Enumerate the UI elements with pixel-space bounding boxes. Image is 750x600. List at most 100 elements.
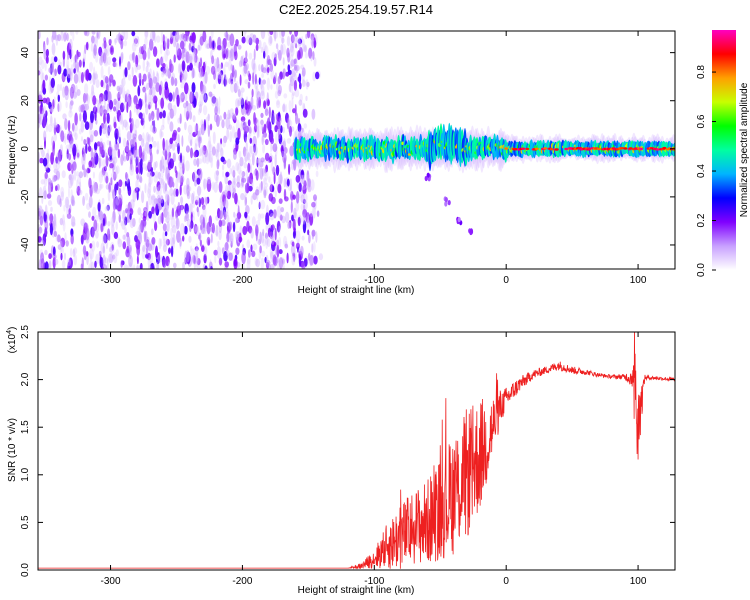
noise-speckle (183, 225, 188, 235)
noise-speckle (253, 143, 256, 153)
noise-speckle (170, 76, 175, 86)
noise-speckle (115, 249, 119, 257)
noise-speckle (54, 258, 59, 265)
noise-speckle (262, 134, 265, 143)
spectrogram-frame (37, 30, 676, 270)
snr-multiplier: (x104) (6, 327, 18, 354)
noise-speckle (93, 187, 98, 194)
noise-speckle (76, 61, 80, 73)
noise-speckle (204, 71, 208, 84)
noise-speckle (135, 179, 139, 191)
noise-speckle (179, 40, 185, 50)
noise-speckle (137, 51, 140, 63)
noise-speckle (132, 264, 136, 269)
noise-speckle (237, 88, 241, 98)
noise-speckle (315, 170, 319, 178)
noise-speckle (165, 205, 168, 216)
noise-speckle (210, 65, 216, 75)
noise-speckle (135, 156, 140, 166)
noise-speckle (131, 118, 134, 131)
noise-speckle (311, 108, 316, 120)
noise-speckle (133, 102, 137, 114)
noise-speckle (291, 91, 296, 97)
noise-speckle (117, 200, 122, 212)
noise-speckle (219, 115, 222, 121)
noise-speckle (246, 220, 250, 232)
noise-speckle (120, 220, 123, 227)
noise-speckle (289, 145, 294, 157)
noise-speckle (142, 121, 145, 129)
noise-speckle (88, 195, 93, 208)
noise-speckle (147, 135, 151, 141)
noise-speckle (152, 31, 156, 41)
noise-speckle (250, 195, 253, 205)
noise-speckle (54, 68, 57, 77)
noise-speckle (289, 74, 293, 82)
noise-speckle (48, 253, 52, 260)
noise-speckle (263, 186, 268, 197)
noise-speckle (68, 174, 72, 181)
noise-speckle (219, 195, 223, 204)
noise-speckle (278, 174, 283, 185)
noise-speckle (258, 64, 261, 72)
noise-speckle (212, 40, 215, 49)
noise-speckle (149, 124, 154, 132)
noise-speckle (60, 31, 64, 42)
noise-speckle (302, 43, 306, 52)
noise-speckle (316, 210, 320, 217)
noise-speckle (192, 67, 195, 79)
noise-speckle (161, 56, 165, 64)
y-tick-label: 2.5 (20, 325, 31, 339)
noise-speckle (215, 224, 219, 237)
noise-speckle (272, 143, 278, 153)
noise-speckle (57, 94, 60, 103)
noise-speckle (253, 145, 258, 156)
noise-speckle (69, 248, 73, 257)
noise-speckle (68, 178, 73, 189)
noise-speckle (46, 37, 49, 46)
noise-speckle (193, 223, 198, 235)
noise-speckle (197, 44, 201, 51)
noise-speckle (162, 138, 165, 151)
noise-speckle (156, 107, 160, 121)
noise-speckle (240, 116, 246, 122)
noise-speckle (144, 31, 149, 38)
noise-speckle (92, 206, 97, 219)
noise-speckle (241, 171, 246, 178)
noise-speckle (73, 129, 76, 137)
noise-speckle (197, 209, 200, 217)
noise-speckle (66, 258, 71, 267)
noise-speckle (286, 47, 290, 58)
noise-speckle (169, 137, 174, 145)
noise-speckle (259, 245, 262, 254)
noise-speckle (39, 157, 44, 164)
noise-speckle (49, 223, 54, 236)
noise-speckle (112, 254, 116, 260)
noise-speckle (79, 181, 82, 190)
noise-speckle (246, 152, 251, 161)
noise-speckle (172, 233, 176, 245)
noise-speckle (169, 187, 174, 197)
noise-speckle (125, 172, 128, 181)
noise-speckle (100, 242, 105, 254)
noise-speckle (290, 59, 296, 67)
noise-speckle (39, 187, 43, 198)
noise-speckle (171, 177, 174, 187)
noise-speckle (135, 166, 139, 175)
noise-speckle (47, 178, 52, 186)
snr-series-line (38, 332, 675, 570)
noise-speckle (85, 92, 89, 102)
noise-speckle (86, 168, 89, 178)
noise-speckle (148, 174, 153, 185)
noise-speckle (76, 149, 81, 160)
noise-speckle (144, 31, 149, 39)
noise-speckle (162, 40, 166, 51)
noise-speckle (147, 71, 151, 79)
noise-speckle (148, 193, 153, 206)
noise-speckle (202, 105, 208, 116)
y-tick-label: 0.0 (20, 563, 31, 577)
noise-speckle (235, 161, 240, 172)
noise-speckle (157, 171, 161, 180)
noise-speckle (226, 47, 229, 58)
noise-speckle (127, 74, 132, 81)
